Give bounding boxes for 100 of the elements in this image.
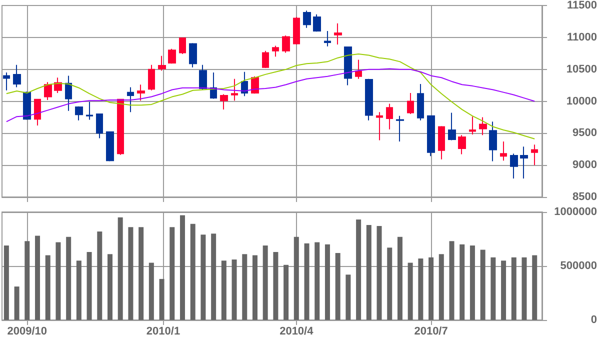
candlestick [510, 153, 518, 179]
bar [480, 250, 486, 320]
candlestick [438, 126, 445, 160]
candlestick [13, 64, 21, 88]
bar [138, 227, 144, 320]
candlestick [489, 121, 497, 162]
candlestick [189, 42, 197, 68]
bar [24, 241, 30, 320]
bar [460, 244, 465, 320]
candlestick [137, 84, 145, 102]
bar [45, 255, 50, 320]
bar [128, 227, 134, 320]
candlestick [344, 46, 352, 86]
candlestick [520, 146, 528, 179]
bar [408, 262, 413, 320]
bar [148, 262, 154, 320]
candlestick [417, 84, 424, 121]
y-tick-label: 11000 [567, 31, 597, 44]
candlestick [148, 64, 155, 91]
bar [428, 257, 434, 320]
bar [346, 274, 351, 320]
candlestick [376, 112, 383, 141]
bar [284, 264, 289, 320]
candlestick [324, 30, 331, 47]
candlestick [86, 101, 93, 120]
bar [252, 255, 258, 320]
bar [56, 242, 61, 320]
candlestick [127, 86, 134, 113]
y-tick-label: 8500 [572, 191, 597, 203]
candlestick [220, 94, 228, 110]
bar [470, 245, 475, 320]
candlestick [231, 78, 238, 102]
candlestick [313, 14, 321, 32]
bar [211, 234, 216, 320]
candlestick [386, 103, 393, 130]
bar [397, 236, 402, 320]
bar [273, 252, 278, 320]
candlestick [179, 38, 186, 55]
candlestick [272, 45, 279, 58]
bar [304, 243, 310, 320]
candlestick [334, 22, 342, 45]
line-series [6, 68, 536, 122]
candlestick [396, 115, 404, 142]
x-tick-label: 2010/1 [146, 326, 180, 338]
candlestick [23, 92, 31, 120]
candlestick [262, 50, 269, 69]
candlestick [282, 35, 290, 54]
bar [522, 257, 527, 320]
y-tick-label: 10500 [566, 63, 597, 76]
bar [387, 248, 392, 320]
candlestick [241, 71, 248, 97]
bar [4, 245, 9, 320]
bar [490, 257, 496, 320]
bar [97, 231, 102, 320]
bar [366, 224, 372, 320]
bar [200, 234, 206, 320]
candlestick [500, 140, 507, 162]
bar [108, 254, 112, 320]
candlestick [199, 64, 207, 90]
bar [449, 241, 454, 320]
candlestick [479, 116, 487, 136]
bar [66, 236, 72, 320]
bar [294, 236, 299, 320]
bar [86, 252, 92, 320]
candlestick [355, 59, 362, 80]
y-tick-label: 9000 [572, 159, 597, 172]
candlestick [427, 115, 435, 157]
bar [242, 254, 248, 320]
bar [118, 217, 123, 320]
candlestick [44, 82, 52, 100]
bar [14, 286, 20, 320]
bar [190, 224, 196, 320]
bar [418, 258, 424, 320]
candlestick [65, 75, 72, 112]
candlestick [365, 78, 373, 121]
candlestick [3, 72, 10, 91]
bar [221, 260, 226, 320]
candlestick [448, 112, 456, 141]
candlestick [34, 98, 41, 126]
y-tick-label: 1000000 [554, 206, 597, 218]
bar [170, 227, 175, 320]
candlestick [407, 92, 414, 115]
bar [232, 260, 237, 320]
x-tick-label: 2009/10 [7, 326, 48, 338]
bar [511, 257, 516, 320]
line-series [6, 54, 536, 140]
candlestick [158, 55, 166, 72]
candlestick [293, 16, 300, 45]
x-tick-label: 2010/7 [414, 326, 448, 338]
bar [180, 215, 185, 320]
bar [356, 220, 362, 320]
x-tick-label: 2010/4 [280, 326, 314, 338]
candlestick [106, 131, 114, 162]
y-tick-label: 500000 [560, 260, 597, 272]
bar [324, 244, 330, 320]
bar [314, 242, 320, 320]
bar [262, 245, 268, 320]
candlestick [117, 98, 124, 156]
bar [438, 254, 444, 320]
candlestick [458, 134, 466, 155]
